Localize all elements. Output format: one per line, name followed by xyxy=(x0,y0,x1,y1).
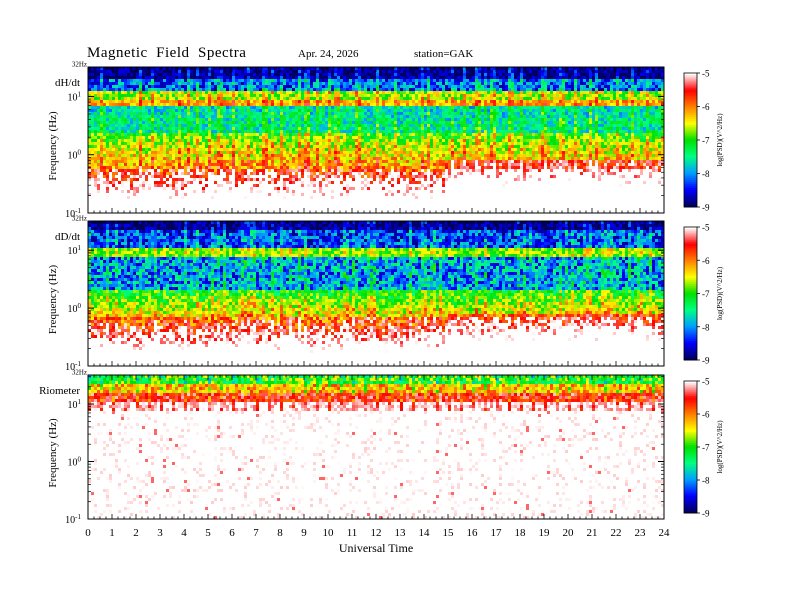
spectra-figure: Magnetic Field Spectra Apr. 24, 2026 sta… xyxy=(0,0,792,612)
x-tick-label: 12 xyxy=(371,527,382,539)
colorbar-tick-label: -7 xyxy=(702,289,710,299)
x-tick-label: 1 xyxy=(109,527,115,539)
colorbar-tick-label: -6 xyxy=(702,410,710,420)
y-axis-label: Frequency (Hz) xyxy=(47,418,59,488)
colorbar-tick-label: -6 xyxy=(702,256,710,266)
x-tick-label: 8 xyxy=(277,527,283,539)
x-tick-label: 13 xyxy=(395,527,407,539)
y-tick-label: 101 xyxy=(68,90,82,103)
colorbar-tick-label: -8 xyxy=(702,322,710,332)
spectrogram-cells xyxy=(88,375,664,519)
y-tick-label: 101 xyxy=(68,244,82,257)
x-tick-label: 14 xyxy=(419,527,431,539)
x-tick-label: 0 xyxy=(85,527,91,539)
top-frequency-label: 32Hz xyxy=(72,215,87,223)
x-tick-label: 5 xyxy=(205,527,211,539)
x-tick-label: 24 xyxy=(659,527,671,539)
colorbar-label: log(PSD)(V^2/Hz) xyxy=(716,420,724,474)
x-tick-label: 4 xyxy=(181,527,187,539)
y-tick-label: 100 xyxy=(68,149,82,162)
y-tick-label: 10-1 xyxy=(65,513,81,526)
y-axis-label: Frequency (Hz) xyxy=(47,265,59,335)
y-tick-label: 100 xyxy=(68,302,82,315)
x-tick-label: 9 xyxy=(301,527,307,539)
colorbar-label: log(PSD)(V^2/Hz) xyxy=(716,266,724,320)
x-tick-label: 23 xyxy=(635,527,647,539)
panel-label: Riometer xyxy=(39,385,80,397)
colorbar-tick-label: -5 xyxy=(702,377,710,387)
spectrogram-cells xyxy=(88,67,664,214)
x-tick-label: 20 xyxy=(563,527,575,539)
x-tick-label: 2 xyxy=(133,527,139,539)
x-tick-label: 10 xyxy=(323,527,335,539)
x-axis-label: Universal Time xyxy=(339,541,413,555)
colorbar-tick-label: -5 xyxy=(702,223,710,233)
x-tick-label: 11 xyxy=(347,527,358,539)
x-tick-label: 22 xyxy=(611,527,622,539)
x-tick-label: 6 xyxy=(229,527,235,539)
plot-canvas: 10110010-132HzdH/dtFrequency (Hz)-5-6-7-… xyxy=(0,0,792,612)
colorbar: -5 -6 -7 -8 -9 log(PSD)(V^2/Hz) xyxy=(684,69,724,213)
colorbar-tick-label: -8 xyxy=(702,476,710,486)
x-tick-label: 17 xyxy=(491,527,503,539)
x-tick-label: 3 xyxy=(157,527,163,539)
panel-label: dH/dt xyxy=(55,77,80,89)
spectrogram-cells xyxy=(88,221,664,368)
colorbar-tick-label: -9 xyxy=(702,509,710,519)
top-frequency-label: 32Hz xyxy=(72,369,87,377)
colorbar-tick-label: -9 xyxy=(702,203,710,213)
y-axis-label: Frequency (Hz) xyxy=(47,111,59,181)
colorbar-tick-label: -8 xyxy=(702,169,710,179)
x-tick-label: 15 xyxy=(443,527,455,539)
top-frequency-label: 32Hz xyxy=(72,61,87,69)
x-tick-label: 21 xyxy=(587,527,598,539)
colorbar-tick-label: -7 xyxy=(702,443,710,453)
colorbar-label: log(PSD)(V^2/Hz) xyxy=(716,113,724,167)
spectrogram-panel-3: 101 100 10-1 32Hz Riometer Frequency (Hz) -5 -6… xyxy=(39,369,724,527)
colorbar-tick-label: -6 xyxy=(702,102,710,112)
colorbar-tick-label: -7 xyxy=(702,136,710,146)
y-tick-label: 101 xyxy=(68,398,82,411)
x-tick-label: 7 xyxy=(253,527,259,539)
colorbar: -5 -6 -7 -8 -9 log(PSD)(V^2/Hz) xyxy=(684,377,724,519)
colorbar: -5 -6 -7 -8 -9 log(PSD)(V^2/Hz) xyxy=(684,223,724,366)
colorbar-tick-label: -9 xyxy=(702,356,710,366)
colorbar-tick-label: -5 xyxy=(702,69,710,79)
y-tick-label: 100 xyxy=(68,456,82,469)
x-tick-label: 19 xyxy=(539,527,551,539)
panel-label: dD/dt xyxy=(55,231,80,243)
x-tick-label: 18 xyxy=(515,527,527,539)
x-tick-label: 16 xyxy=(467,527,479,539)
